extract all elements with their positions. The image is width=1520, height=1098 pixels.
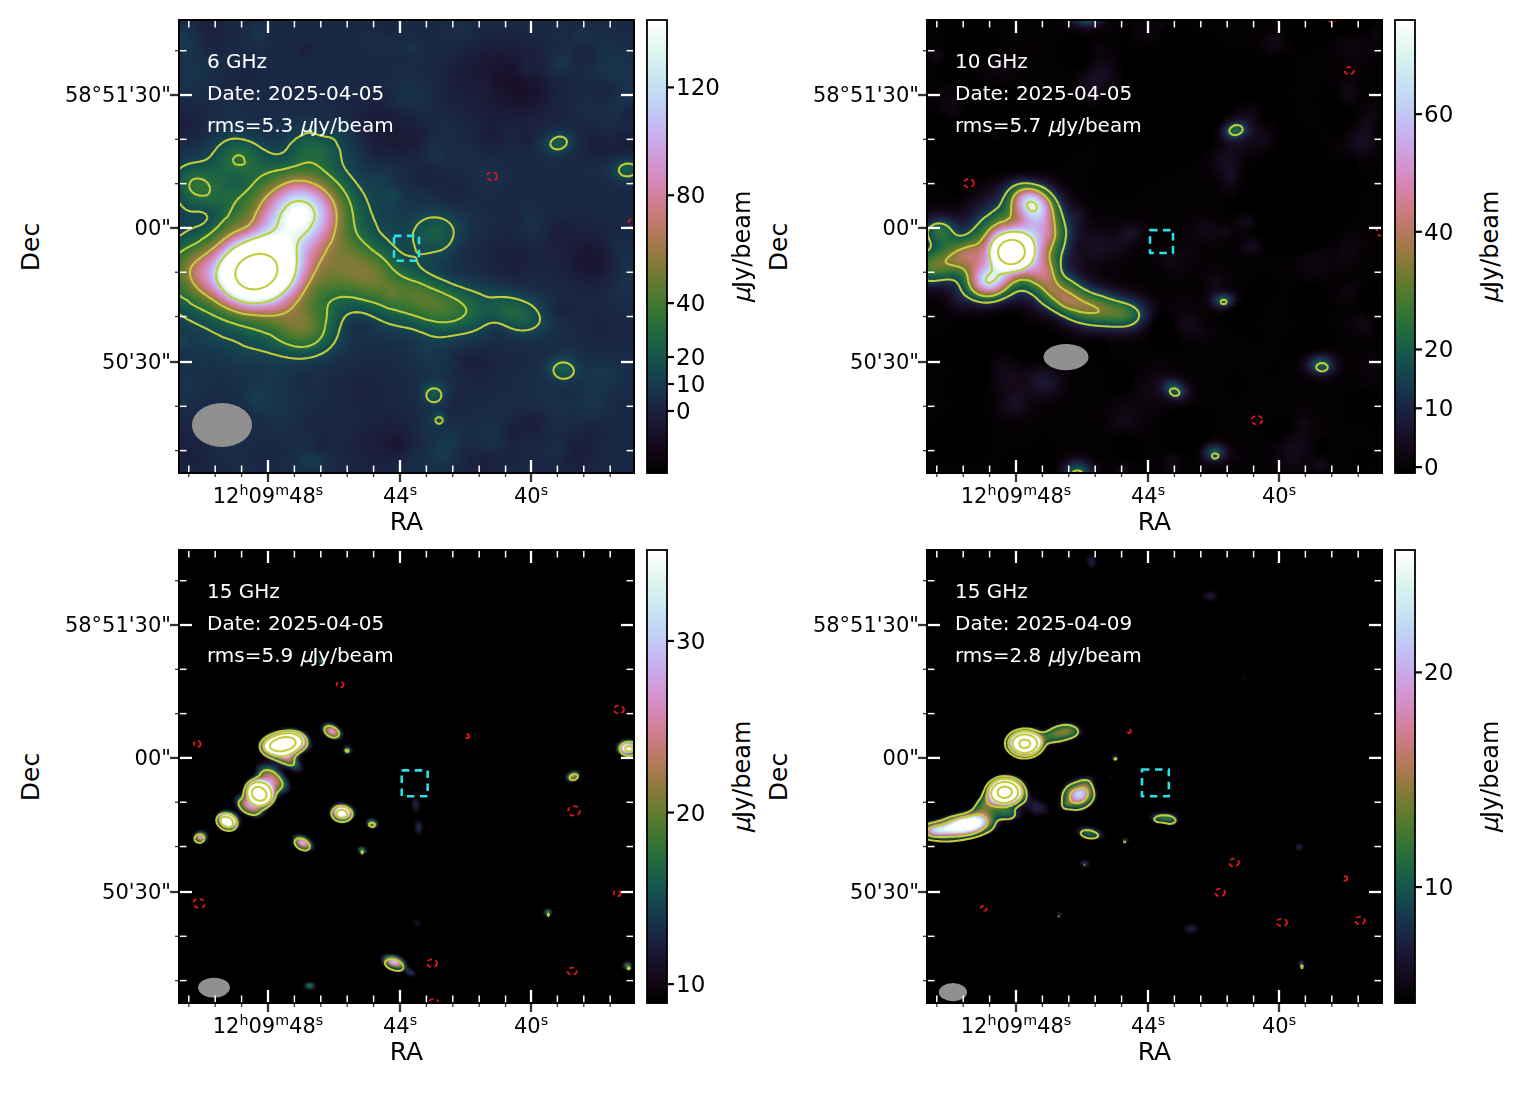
x-tick-label: 44s	[1131, 1012, 1165, 1038]
y-tick-label: 58°51'30"	[65, 613, 171, 637]
y-axis-title: Dec	[16, 752, 45, 800]
freq-label: 6 GHz	[207, 49, 267, 73]
y-tick-label: 50'30"	[102, 880, 171, 904]
radio-map-canvas-15ghz-20250405	[166, 537, 647, 1016]
x-axis-title: RA	[1138, 1037, 1171, 1066]
x-tick-label: 40s	[1262, 482, 1296, 508]
colorbar-15ghz-20250405	[645, 547, 679, 1006]
rms-label: rms=2.8 μJy/beam	[955, 643, 1142, 667]
y-axis-title: Dec	[764, 752, 793, 800]
colorbar-tick-label: 80	[676, 182, 705, 208]
colorbar-tick-label: 10	[1424, 874, 1453, 900]
colorbar-tick-label: 120	[676, 74, 720, 100]
colorbar-tick-label: 20	[1424, 659, 1453, 685]
colorbar-title: μJy/beam	[728, 720, 756, 833]
x-axis-title: RA	[390, 507, 423, 536]
colorbar-tick-label: 20	[676, 800, 705, 826]
colorbar-tick-label: 20	[676, 344, 705, 370]
freq-label: 15 GHz	[955, 579, 1028, 603]
y-tick-label: 58°51'30"	[813, 83, 919, 107]
colorbar-tick-label: 0	[676, 398, 691, 424]
colorbar-tick-label: 20	[1424, 336, 1453, 362]
colorbar-tick-label: 0	[1424, 454, 1439, 480]
date-label: Date: 2025-04-05	[955, 81, 1132, 105]
radio-map-canvas-15ghz-20250409	[914, 537, 1395, 1016]
colorbar-title: μJy/beam	[728, 190, 756, 303]
colorbar-6ghz-20250405	[645, 17, 679, 476]
colorbar-15ghz-20250409	[1393, 547, 1427, 1006]
x-tick-label: 12h09m48s	[213, 1012, 324, 1038]
radio-map-canvas-10ghz-20250405	[914, 7, 1395, 486]
figure-radio-maps: 6 GHz Date: 2025-04-05 rms=5.3 μJy/beam 58°…	[0, 0, 1520, 1098]
colorbar-tick-label: 10	[1424, 395, 1453, 421]
rms-label: rms=5.3 μJy/beam	[207, 113, 394, 137]
date-label: Date: 2025-04-05	[207, 611, 384, 635]
colorbar-tick-label: 40	[1424, 219, 1453, 245]
x-tick-label: 12h09m48s	[961, 1012, 1072, 1038]
date-label: Date: 2025-04-05	[207, 81, 384, 105]
x-axis-title: RA	[1138, 507, 1171, 536]
y-tick-label: 50'30"	[850, 350, 919, 374]
colorbar-tick-label: 60	[1424, 101, 1453, 127]
y-axis-title: Dec	[764, 222, 793, 270]
colorbar-tick-label: 10	[676, 971, 705, 997]
x-axis-title: RA	[390, 1037, 423, 1066]
y-axis-title: Dec	[16, 222, 45, 270]
colorbar-tick-label: 40	[676, 290, 705, 316]
y-tick-label: 58°51'30"	[65, 83, 171, 107]
y-tick-label: 50'30"	[850, 880, 919, 904]
y-tick-label: 00"	[135, 216, 171, 240]
x-tick-label: 12h09m48s	[961, 482, 1072, 508]
x-tick-label: 40s	[514, 482, 548, 508]
y-tick-label: 00"	[135, 746, 171, 770]
y-tick-label: 00"	[883, 746, 919, 770]
colorbar-tick-label: 10	[676, 371, 705, 397]
y-tick-label: 50'30"	[102, 350, 171, 374]
y-tick-label: 00"	[883, 216, 919, 240]
x-tick-label: 40s	[514, 1012, 548, 1038]
rms-label: rms=5.7 μJy/beam	[955, 113, 1142, 137]
x-tick-label: 12h09m48s	[213, 482, 324, 508]
radio-map-canvas-6ghz-20250405	[166, 7, 647, 486]
freq-label: 15 GHz	[207, 579, 280, 603]
x-tick-label: 44s	[1131, 482, 1165, 508]
x-tick-label: 44s	[383, 482, 417, 508]
y-tick-label: 58°51'30"	[813, 613, 919, 637]
colorbar-title: μJy/beam	[1476, 190, 1504, 303]
colorbar-title: μJy/beam	[1476, 720, 1504, 833]
x-tick-label: 44s	[383, 1012, 417, 1038]
date-label: Date: 2025-04-09	[955, 611, 1132, 635]
colorbar-tick-label: 30	[676, 628, 705, 654]
colorbar-10ghz-20250405	[1393, 17, 1427, 476]
rms-label: rms=5.9 μJy/beam	[207, 643, 394, 667]
freq-label: 10 GHz	[955, 49, 1028, 73]
x-tick-label: 40s	[1262, 1012, 1296, 1038]
